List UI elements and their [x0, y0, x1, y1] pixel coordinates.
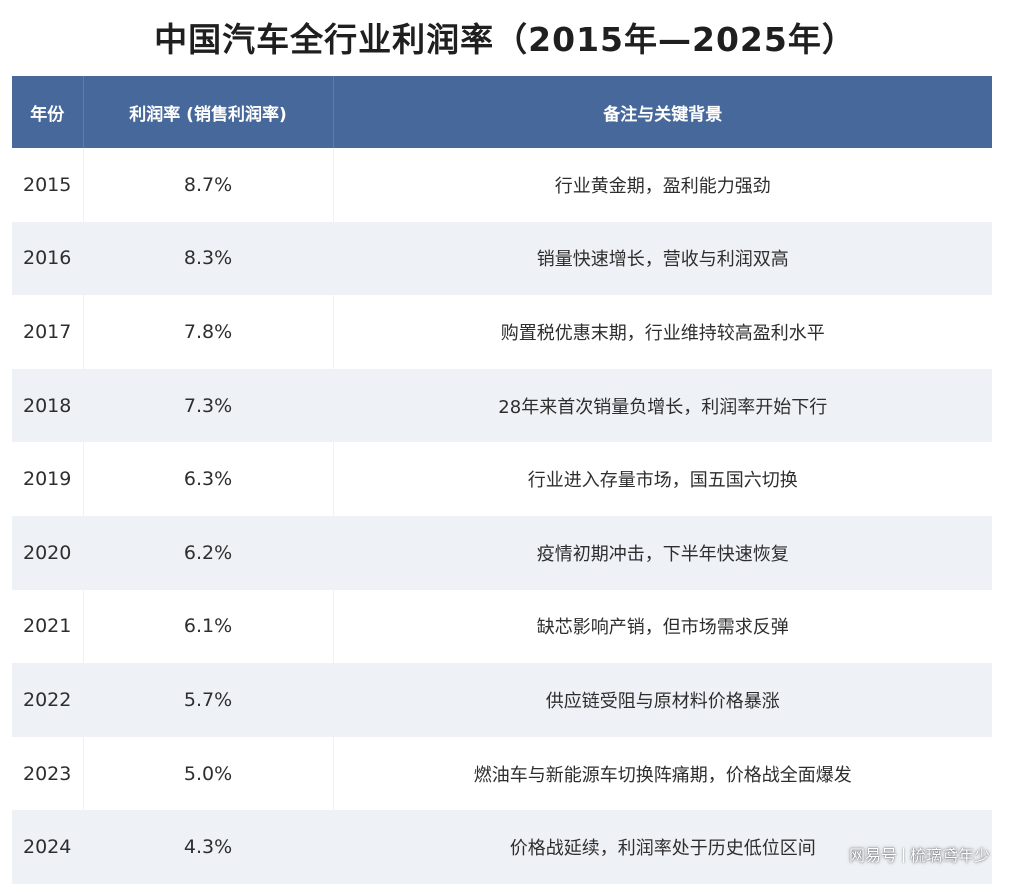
header-year: 年份 — [12, 76, 84, 148]
cell-rate: 6.2% — [83, 515, 334, 590]
table-row: 2015 8.7% 行业黄金期，盈利能力强劲 — [12, 148, 992, 222]
cell-note: 供应链受阻与原材料价格暴涨 — [333, 663, 992, 737]
cell-rate: 8.3% — [83, 221, 334, 296]
cell-note: 行业黄金期，盈利能力强劲 — [333, 148, 992, 222]
cell-note: 28年来首次销量负增长，利润率开始下行 — [333, 368, 992, 443]
cell-rate: 4.3% — [83, 810, 334, 884]
cell-note: 行业进入存量市场，国五国六切换 — [333, 442, 992, 516]
page-title: 中国汽车全行业利润率（2015年—2025年） — [154, 20, 856, 59]
cell-rate: 8.7% — [83, 148, 334, 222]
table-row: 2019 6.3% 行业进入存量市场，国五国六切换 — [12, 442, 992, 516]
table-row: 2024 4.3% 价格战延续，利润率处于历史低位区间 — [12, 810, 992, 884]
cell-rate: 6.3% — [83, 442, 334, 516]
table-row: 2017 7.8% 购置税优惠末期，行业维持较高盈利水平 — [12, 295, 992, 369]
header-note: 备注与关键背景 — [333, 76, 992, 148]
watermark-author: 梳璃鸢年少 — [909, 846, 990, 865]
table-row: 2022 5.7% 供应链受阻与原材料价格暴涨 — [12, 663, 992, 737]
watermark-source: 网易号 — [848, 846, 897, 865]
cell-year: 2023 — [12, 736, 84, 811]
cell-note: 缺芯影响产销，但市场需求反弹 — [333, 589, 992, 664]
watermark: 网易号 梳璃鸢年少 — [849, 842, 990, 866]
cell-note: 燃油车与新能源车切换阵痛期，价格战全面爆发 — [333, 736, 992, 811]
header-rate: 利润率 (销售利润率) — [83, 76, 334, 148]
profit-rate-table: 年份 利润率 (销售利润率) 备注与关键背景 2015 8.7% 行业黄金期，盈… — [12, 76, 992, 884]
cell-rate: 5.7% — [83, 663, 334, 737]
table-header: 年份 利润率 (销售利润率) 备注与关键背景 — [12, 76, 992, 148]
cell-year: 2019 — [12, 442, 84, 516]
cell-year: 2018 — [12, 368, 84, 443]
table-row: 2018 7.3% 28年来首次销量负增长，利润率开始下行 — [12, 368, 992, 443]
table-row: 2016 8.3% 销量快速增长，营收与利润双高 — [12, 221, 992, 296]
cell-year: 2017 — [12, 295, 84, 369]
cell-year: 2022 — [12, 663, 84, 737]
watermark-divider — [902, 848, 904, 863]
cell-year: 2015 — [12, 148, 84, 222]
cell-rate: 7.3% — [83, 368, 334, 443]
cell-year: 2020 — [12, 515, 84, 590]
table-row: 2023 5.0% 燃油车与新能源车切换阵痛期，价格战全面爆发 — [12, 736, 992, 811]
cell-year: 2021 — [12, 589, 84, 664]
cell-year: 2024 — [12, 810, 84, 884]
cell-note: 疫情初期冲击，下半年快速恢复 — [333, 515, 992, 590]
cell-rate: 6.1% — [83, 589, 334, 664]
cell-note: 价格战延续，利润率处于历史低位区间 — [333, 810, 992, 884]
header-row: 年份 利润率 (销售利润率) 备注与关键背景 — [12, 76, 992, 148]
cell-year: 2016 — [12, 221, 84, 296]
table-row: 2021 6.1% 缺芯影响产销，但市场需求反弹 — [12, 589, 992, 664]
table-row: 2020 6.2% 疫情初期冲击，下半年快速恢复 — [12, 515, 992, 590]
table-body: 2015 8.7% 行业黄金期，盈利能力强劲 2016 8.3% 销量快速增长，… — [12, 148, 992, 884]
cell-note: 购置税优惠末期，行业维持较高盈利水平 — [333, 295, 992, 369]
cell-rate: 5.0% — [83, 736, 334, 811]
cell-rate: 7.8% — [83, 295, 334, 369]
cell-note: 销量快速增长，营收与利润双高 — [333, 221, 992, 296]
